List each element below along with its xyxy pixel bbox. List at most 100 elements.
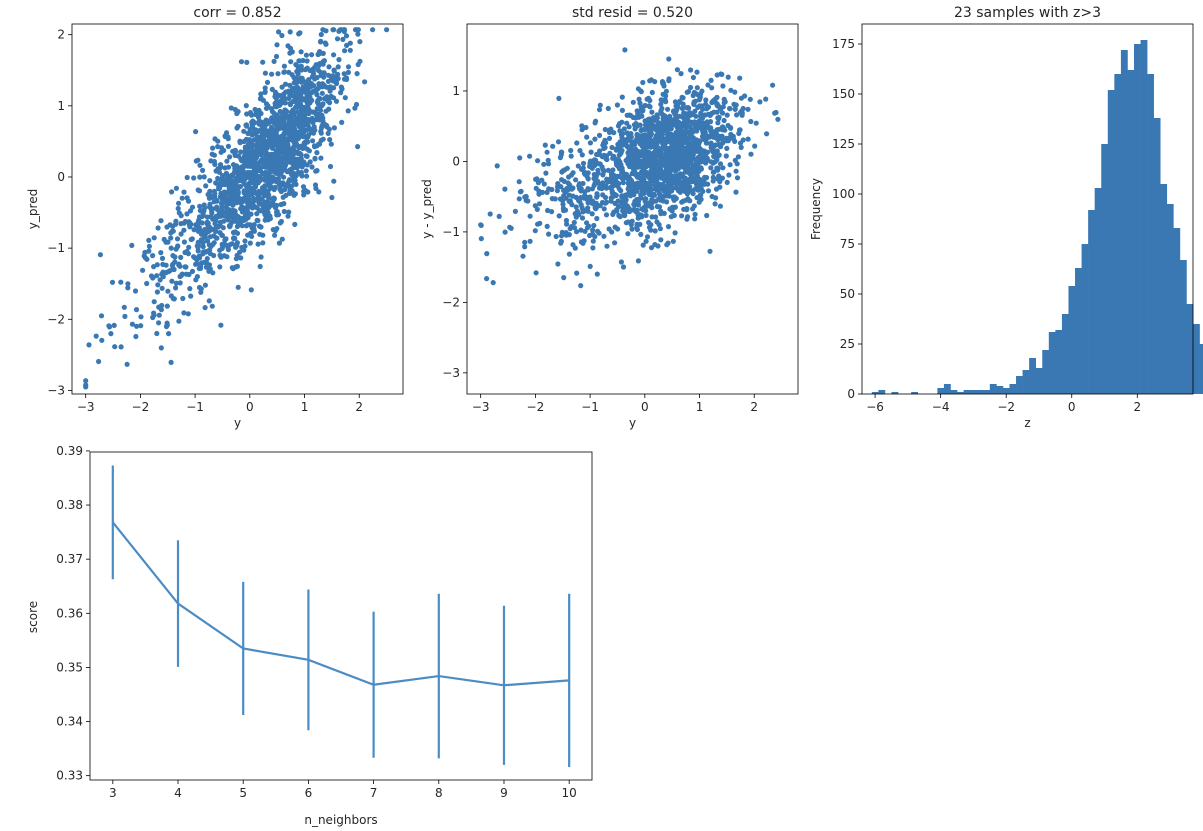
scatter-point <box>301 79 307 85</box>
scatter-point <box>202 282 208 288</box>
scatter-point <box>121 304 127 310</box>
scatter-point <box>304 173 310 179</box>
scatter-point <box>354 71 360 77</box>
scatter-point <box>134 323 140 329</box>
scatter-point <box>692 108 698 114</box>
scatter-point <box>635 171 641 178</box>
scatter-point <box>175 205 181 212</box>
scatter-point <box>170 253 176 259</box>
scatter-point <box>606 226 612 232</box>
scatter-point <box>502 229 508 235</box>
scatter-point <box>272 89 278 95</box>
scatter-point <box>223 236 229 242</box>
scatter-point <box>740 105 746 112</box>
scatter-point <box>129 321 135 327</box>
scatter-point <box>594 215 600 222</box>
scatter-point <box>254 177 260 183</box>
scatter-point <box>206 242 212 248</box>
scatter-point <box>260 240 266 246</box>
scatter-point <box>630 162 636 168</box>
scatter-point <box>597 148 603 154</box>
scatter-point <box>770 82 776 88</box>
scatter-point <box>213 180 219 186</box>
histogram-bar <box>1147 74 1154 394</box>
scatter-point <box>635 111 641 117</box>
scatter-point <box>206 262 213 268</box>
scatter-point <box>590 238 596 244</box>
scatter-point <box>207 178 213 184</box>
scatter-point <box>272 232 278 238</box>
scatter-point <box>169 228 175 234</box>
scatter-point <box>655 181 661 187</box>
histogram-bar <box>996 386 1004 394</box>
scatter-point <box>733 102 739 108</box>
scatter-point <box>163 262 169 268</box>
scatter-point <box>318 38 324 45</box>
scatter-point <box>560 168 566 174</box>
scatter-point <box>291 179 297 185</box>
scatter-point <box>313 185 319 191</box>
scatter-point <box>646 181 652 187</box>
scatter-point <box>230 215 236 221</box>
scatter-point <box>194 261 200 267</box>
scatter-point <box>300 134 306 140</box>
scatter-point <box>281 201 287 207</box>
scatter-point <box>704 212 710 219</box>
scatter-point <box>251 196 258 202</box>
scatter-point <box>212 228 218 234</box>
scatter-point <box>215 175 221 181</box>
scatter-point <box>635 258 642 264</box>
scatter-point <box>694 69 700 75</box>
scatter-point <box>196 217 202 223</box>
scatter-point <box>684 89 690 95</box>
scatter-point <box>261 144 267 150</box>
scatter-point <box>219 207 225 213</box>
x-tick-label: 4 <box>174 786 182 800</box>
scatter-point <box>291 170 297 176</box>
scatter-point <box>241 196 248 202</box>
scatter-resid-points <box>478 47 781 289</box>
scatter-point <box>286 88 292 94</box>
scatter-point <box>728 87 734 93</box>
scatter-point <box>184 195 190 201</box>
scatter-point <box>302 96 308 102</box>
histogram-bar <box>1127 70 1135 394</box>
scatter-point <box>696 97 703 103</box>
scatter-point <box>245 155 251 161</box>
scatter-point <box>752 143 758 149</box>
scatter-point <box>739 110 745 116</box>
scatter-point <box>596 132 603 138</box>
scatter-point <box>619 107 626 113</box>
scatter-point <box>745 136 751 142</box>
scatter-point <box>313 62 319 68</box>
scatter-point <box>667 206 673 212</box>
scatter-point <box>241 128 247 134</box>
scatter-point <box>151 235 157 241</box>
scatter-point <box>568 153 574 159</box>
scatter-point <box>176 318 182 324</box>
scatter-point <box>217 162 224 168</box>
y-tick-label: 0.35 <box>56 660 83 674</box>
x-tick-label: 5 <box>239 786 247 800</box>
scatter-point <box>333 98 340 104</box>
scatter-point <box>257 263 263 270</box>
scatter-point <box>193 222 199 228</box>
scatter-point <box>155 282 161 288</box>
scatter-point <box>269 71 275 77</box>
scatter-point <box>294 104 301 110</box>
scatter-point <box>318 155 324 161</box>
scatter-point <box>763 96 769 102</box>
scatter-point <box>719 140 726 146</box>
y-tick-label: 25 <box>840 337 855 351</box>
scatter-point <box>640 242 646 248</box>
scatter-point <box>678 71 684 77</box>
histogram-title: 23 samples with z>3 <box>954 5 1101 21</box>
scatter-point <box>248 287 254 293</box>
scatter-point <box>246 212 252 218</box>
scatter-point <box>195 227 201 233</box>
scatter-point <box>329 194 335 201</box>
scatter-point <box>243 103 249 109</box>
scatter-point <box>288 59 294 65</box>
scatter-point <box>715 120 721 126</box>
histogram-bar <box>1199 344 1203 394</box>
